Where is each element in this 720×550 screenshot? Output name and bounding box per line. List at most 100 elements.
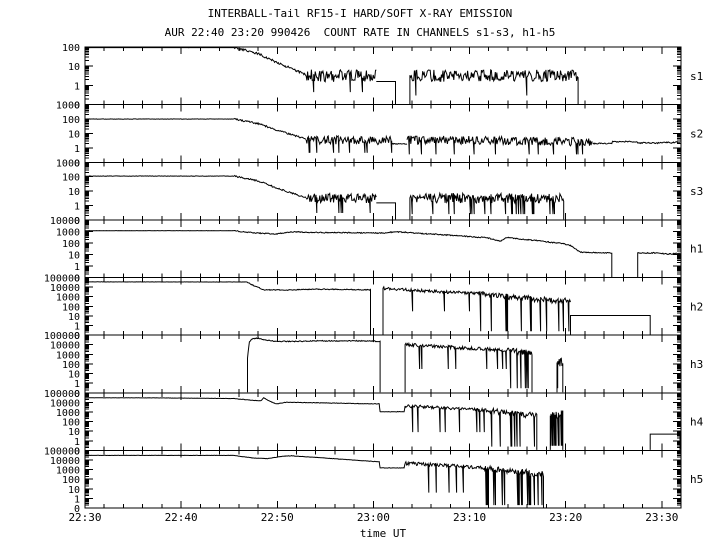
tick-label: 100: [62, 475, 80, 486]
tick-label: 23:20: [549, 511, 582, 524]
series-s3: [233, 174, 307, 199]
series-s1: [305, 68, 377, 93]
series-h4: [404, 403, 490, 433]
tick-label: 100: [62, 302, 80, 313]
tick-label: 100000: [44, 446, 80, 457]
axis-ticks: [84, 219, 682, 278]
series-h4: [649, 433, 681, 450]
chart-title: INTERBALL-Tail RF15-I HARD/SOFT X-RAY EM…: [207, 7, 513, 20]
series-s1: [376, 81, 396, 105]
tick-label: 1000: [56, 466, 80, 477]
series-h5: [483, 464, 544, 508]
series-h3: [247, 337, 381, 393]
series-s3: [305, 192, 377, 214]
tick-label: 22:50: [261, 511, 294, 524]
tick-label: 10: [68, 312, 80, 323]
tick-label: 100: [62, 418, 80, 429]
tick-label: s3: [690, 185, 703, 198]
axis-ticks: [84, 335, 682, 393]
tick-label: 10: [68, 370, 80, 381]
series-h4: [488, 406, 538, 450]
tick-label: 0: [74, 101, 80, 112]
panel-frame: [84, 334, 682, 394]
x-axis-title: time UT: [360, 527, 407, 540]
tick-label: h1: [690, 243, 703, 256]
panel-frame: [84, 46, 682, 106]
series-s2: [406, 134, 593, 155]
tick-label: h4: [690, 416, 704, 429]
series-s2: [305, 134, 393, 153]
x-axis-labels: 22:30 22:40 22:50 23:00 23:10 23:20 23:30 time …: [68, 511, 678, 540]
tick-label: 1: [74, 437, 80, 448]
axis-ticks: [84, 450, 682, 508]
tick-label: 10000: [50, 216, 80, 227]
axis-ticks: [84, 104, 682, 163]
tick-label: 10: [68, 485, 80, 496]
series-h4: [232, 397, 406, 413]
tick-label: 23:10: [453, 511, 486, 524]
panel-frame: [84, 449, 682, 509]
tick-label: 10: [68, 427, 80, 438]
tick-label: 0: [74, 389, 80, 400]
axis-ticks: [84, 47, 682, 105]
tick-label: 1000: [56, 408, 80, 419]
series-h3: [404, 341, 508, 393]
tick-label: s1: [690, 70, 703, 83]
panel-frame: [84, 392, 682, 451]
panel-frame: [84, 104, 682, 163]
tick-label: 100: [62, 115, 80, 126]
tick-label: 1: [74, 144, 80, 155]
tick-label: 0: [74, 274, 80, 285]
tick-label: 10000: [50, 283, 80, 294]
tick-label: 1: [74, 262, 80, 273]
panel-frame: [84, 161, 682, 221]
series-h4: [84, 397, 233, 400]
series-h2: [246, 281, 265, 291]
series-h5: [404, 460, 485, 493]
series-s1: [409, 68, 579, 105]
tick-label: 100: [62, 173, 80, 184]
tick-label: 1: [74, 201, 80, 212]
tick-label: 10000: [50, 341, 80, 352]
tick-label: 0: [74, 158, 80, 169]
tick-label: h2: [690, 300, 703, 313]
tick-label: 0: [74, 331, 80, 342]
series-s2: [233, 117, 307, 140]
tick-label: 1000: [56, 158, 80, 169]
series-h2: [382, 285, 480, 335]
series-h1: [637, 251, 682, 277]
series-h2: [570, 315, 651, 335]
series-h1: [232, 229, 613, 277]
series-h3: [556, 357, 564, 393]
tick-label: 0: [74, 446, 80, 457]
axis-ticks: [84, 392, 682, 451]
tick-label: 10000: [50, 398, 80, 409]
tick-label: 100000: [44, 331, 80, 342]
tick-label: 0: [74, 216, 80, 227]
tick-label: 10000: [50, 456, 80, 467]
series-s3: [376, 202, 396, 220]
series-s3: [409, 191, 565, 220]
series-h2: [478, 290, 571, 332]
tick-label: 100: [62, 239, 80, 250]
tick-label: 1000: [56, 293, 80, 304]
tick-label: 100000: [44, 389, 80, 400]
tick-label: 10: [68, 250, 80, 261]
tick-label: 100: [62, 43, 80, 54]
axis-ticks: [84, 162, 682, 220]
tick-label: 10: [68, 129, 80, 140]
tick-label: 10: [68, 187, 80, 198]
tick-label: 1: [74, 379, 80, 390]
tick-label: s2: [690, 127, 703, 140]
tick-label: 23:30: [645, 511, 678, 524]
tick-label: 10: [68, 62, 80, 73]
